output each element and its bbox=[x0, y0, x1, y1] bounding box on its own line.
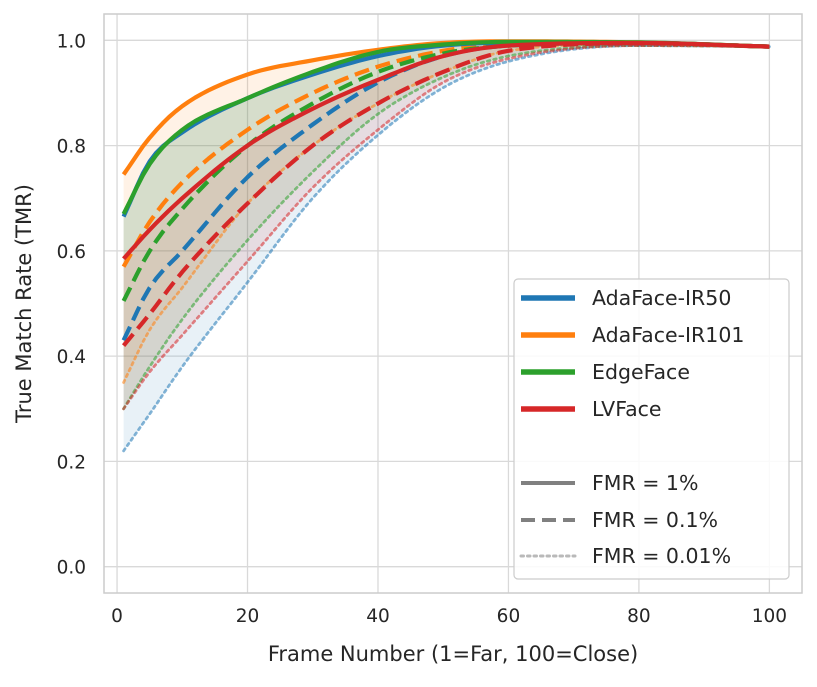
y-tick-label: 0.2 bbox=[57, 452, 86, 473]
x-tick-label: 40 bbox=[366, 606, 390, 627]
band-edgeface bbox=[123, 41, 770, 409]
legend-label: FMR = 0.1% bbox=[592, 508, 718, 532]
y-tick-label: 0.6 bbox=[57, 242, 86, 263]
legend-label: AdaFace-IR50 bbox=[592, 286, 731, 310]
legend-label: FMR = 0.01% bbox=[592, 544, 731, 568]
plot-frame bbox=[103, 13, 803, 594]
x-tick-label: 80 bbox=[627, 606, 651, 627]
series-lines bbox=[121, 39, 771, 453]
band-adaface-ir101 bbox=[123, 41, 770, 383]
y-tick-label: 0.0 bbox=[57, 558, 86, 579]
x-tick-label: 20 bbox=[236, 606, 260, 627]
legend-label: LVFace bbox=[592, 397, 662, 421]
series-line bbox=[122, 40, 770, 261]
band-lvface bbox=[123, 43, 770, 409]
series-line bbox=[122, 44, 771, 453]
legend-label: FMR = 1% bbox=[592, 471, 698, 495]
legend-label: EdgeFace bbox=[592, 360, 690, 384]
y-tick-label: 1.0 bbox=[57, 31, 86, 52]
x-tick-label: 100 bbox=[752, 606, 787, 627]
legend-label: AdaFace-IR101 bbox=[592, 323, 744, 347]
y-axis-title: True Match Rate (TMR) bbox=[12, 184, 36, 424]
legend: AdaFace-IR50 AdaFace-IR101 EdgeFace LVFace F… bbox=[513, 278, 790, 580]
x-tick-label: 0 bbox=[111, 606, 123, 627]
tick-labels: 0 20 40 60 80 100 0.0 0.2 0.4 0.6 0.8 1.0 bbox=[57, 31, 787, 627]
legend-box bbox=[513, 278, 790, 580]
y-tick-label: 0.4 bbox=[57, 347, 86, 368]
x-axis-title: Frame Number (1=Far, 100=Close) bbox=[268, 642, 638, 666]
x-tick-label: 60 bbox=[497, 606, 521, 627]
y-tick-label: 0.8 bbox=[57, 137, 86, 158]
